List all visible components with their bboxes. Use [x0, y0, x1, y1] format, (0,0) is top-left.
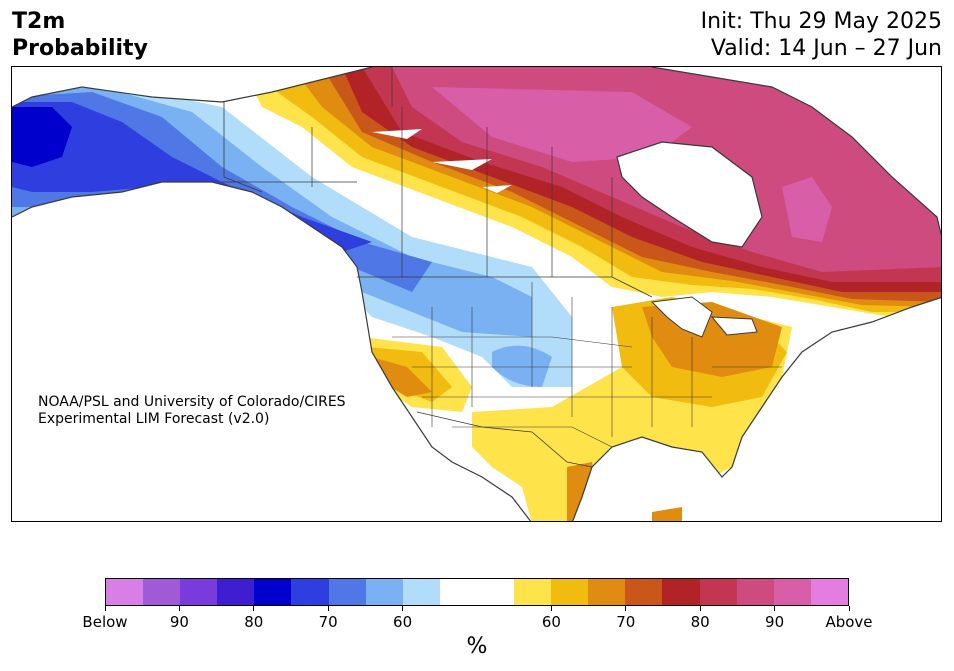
colorbar-segment [143, 579, 181, 605]
above-mexico-spot [567, 462, 597, 521]
colorbar-tick-mark [327, 606, 329, 611]
product-label: Probability [12, 36, 148, 61]
colorbar-segment [588, 579, 626, 605]
colorbar-tick-label: Below [82, 613, 128, 631]
colorbar-unit: % [466, 634, 488, 659]
colorbar-segment [217, 579, 255, 605]
colorbar-tick-mark [774, 606, 776, 611]
colorbar-tick-mark [402, 606, 404, 611]
great-lakes [650, 296, 758, 338]
colorbar-tick-mark [550, 606, 552, 611]
colorbar-tick-label: 60 [393, 613, 413, 631]
colorbar-segment [736, 579, 774, 605]
colorbar-segment [514, 579, 552, 605]
hudson-bay [616, 141, 763, 248]
colorbar-tick-mark [178, 606, 180, 611]
colorbar-tick-mark [699, 606, 701, 611]
land-fill [12, 67, 941, 521]
credit-line-2: Experimental LIM Forecast (v2.0) [38, 411, 270, 427]
date-info: Init: Thu 29 May 2025 Valid: 14 Jun – 27… [701, 8, 942, 62]
state-borders [392, 282, 782, 448]
colorbar-tick-label: 90 [169, 613, 189, 631]
mexico-gulf-land [652, 507, 682, 521]
boundaries [12, 67, 941, 521]
colorbar-segment [402, 579, 440, 605]
coastline [12, 67, 941, 521]
colorbar-tick-label: 70 [318, 613, 338, 631]
us-mexico-border [416, 411, 593, 468]
colorbar-tick-mark [253, 606, 255, 611]
above-magenta-labrador [782, 177, 832, 242]
below-light-blob [492, 345, 552, 387]
below-strong-region [12, 107, 72, 167]
colorbar-tick-mark [848, 606, 850, 611]
colorbar-segment [476, 579, 515, 605]
colorbar-segment [180, 579, 218, 605]
map-svg [12, 67, 941, 521]
colorbar-tick-label: Above [825, 613, 873, 631]
colorbar-segment [551, 579, 589, 605]
credit-line-1: NOAA/PSL and University of Colorado/CIRE… [38, 394, 346, 410]
colorbar-segment [699, 579, 737, 605]
valid-date-range: Valid: 14 Jun – 27 Jun [710, 36, 942, 61]
variable-label: T2m [12, 9, 66, 34]
colorbar-tick-label: 60 [541, 613, 561, 631]
chart-title: T2m Probability [12, 8, 148, 62]
colorbar-tick-label: 80 [690, 613, 710, 631]
colorbar-segment [625, 579, 663, 605]
colorbar-tick-label: 90 [765, 613, 785, 631]
colorbar [105, 578, 849, 606]
credit-text: NOAA/PSL and University of Colorado/CIRE… [38, 394, 346, 428]
colorbar-segment [106, 579, 144, 605]
colorbar-segment [773, 579, 811, 605]
colorbar-segment [810, 579, 848, 605]
colorbar-tick-mark [104, 606, 106, 611]
colorbar-segment [328, 579, 366, 605]
init-date: Init: Thu 29 May 2025 [700, 9, 942, 34]
colorbar-tick-label: 80 [244, 613, 264, 631]
colorbar-tick-mark [625, 606, 627, 611]
colorbar-segment [365, 579, 403, 605]
above-mid-southwest [372, 357, 432, 397]
colorbar-tick-label: 70 [616, 613, 636, 631]
colorbar-segment [662, 579, 700, 605]
colorbar-segment [254, 579, 292, 605]
colorbar-segment [291, 579, 329, 605]
province-borders [222, 67, 613, 277]
lake-water [372, 129, 512, 193]
above-magenta-core [432, 87, 692, 162]
colorbar-segment [439, 579, 477, 605]
probability-map [11, 66, 942, 522]
